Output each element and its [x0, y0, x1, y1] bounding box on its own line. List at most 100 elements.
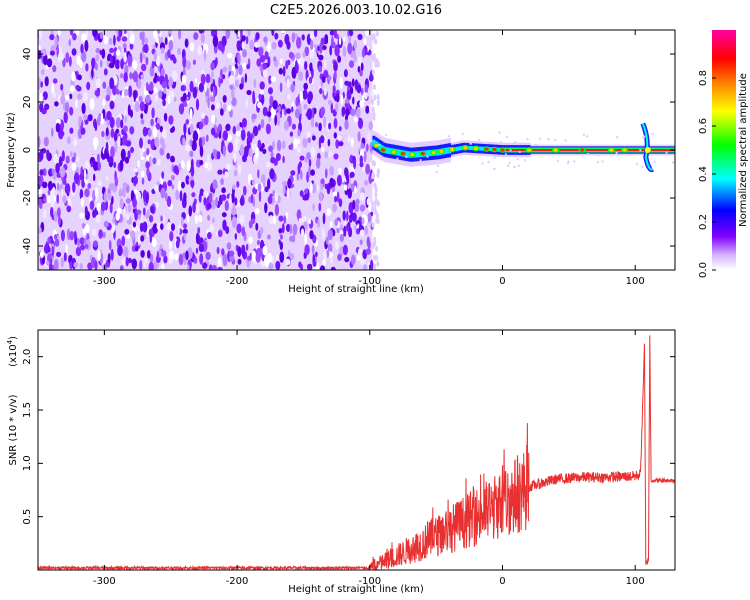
- noise-blob: [248, 147, 253, 158]
- noise-blob: [205, 73, 211, 84]
- noise-blob: [178, 253, 184, 266]
- noise-blob: [125, 198, 131, 204]
- noise-blob: [222, 66, 228, 73]
- noise-blob: [79, 237, 85, 245]
- noise-blob: [367, 132, 371, 141]
- signal-peak: [473, 146, 478, 150]
- noise-blob: [83, 237, 87, 245]
- noise-blob: [291, 67, 297, 79]
- noise-blob: [94, 260, 98, 270]
- noise-blob: [161, 81, 168, 89]
- noise-blob: [298, 71, 304, 82]
- noise-edge-blob: [371, 98, 374, 105]
- noise-blob: [282, 66, 286, 77]
- noise-blob: [352, 199, 356, 210]
- noise-blob: [192, 202, 196, 213]
- noise-blob: [183, 232, 187, 241]
- noise-blob: [237, 258, 242, 265]
- noise-blob: [257, 239, 260, 246]
- noise-blob: [226, 163, 231, 171]
- noise-blob: [198, 214, 203, 223]
- noise-blob: [340, 94, 344, 105]
- noise-blob: [204, 81, 208, 93]
- noise-blob: [113, 34, 116, 46]
- noise-blob: [42, 168, 47, 177]
- signal-speckle: [596, 161, 599, 164]
- noise-blob: [342, 46, 347, 57]
- noise-blob: [292, 223, 298, 236]
- signal-speckle: [493, 168, 496, 171]
- noise-blob: [121, 235, 126, 247]
- signal-peak: [400, 152, 405, 156]
- noise-blob: [327, 75, 332, 81]
- noise-edge-blob: [374, 209, 378, 215]
- noise-blob: [132, 198, 138, 208]
- noise-blob: [69, 93, 73, 100]
- noise-blob: [127, 150, 131, 160]
- noise-blob: [38, 227, 42, 234]
- signal-peak: [450, 147, 455, 152]
- noise-blob: [191, 139, 197, 152]
- noise-blob: [181, 74, 187, 84]
- noise-blob: [56, 182, 60, 191]
- noise-blob: [55, 162, 60, 174]
- noise-blob: [331, 36, 334, 46]
- noise-blob: [211, 104, 215, 111]
- noise-blob: [162, 99, 166, 107]
- noise-blob: [73, 230, 77, 239]
- noise-blob: [269, 95, 274, 107]
- noise-blob: [191, 192, 196, 198]
- noise-blob: [154, 201, 160, 209]
- noise-edge-blob: [373, 263, 377, 270]
- noise-blob: [262, 245, 268, 256]
- noise-edge-blob: [375, 245, 379, 252]
- signal-speckle: [665, 151, 668, 154]
- noise-blob: [347, 81, 352, 88]
- noise-blob: [317, 219, 320, 229]
- noise-blob: [309, 230, 314, 240]
- noise-blob: [82, 92, 88, 102]
- noise-blob: [129, 72, 133, 80]
- noise-blob: [318, 54, 324, 61]
- noise-blob: [122, 43, 127, 49]
- colorbar-tick-label: 0.8: [698, 70, 709, 86]
- noise-blob: [322, 212, 326, 225]
- noise-blob: [161, 142, 166, 150]
- noise-blob: [238, 64, 243, 76]
- noise-blob: [152, 86, 158, 94]
- noise-blob: [280, 30, 285, 34]
- noise-blob: [146, 227, 150, 237]
- noise-blob: [185, 119, 190, 125]
- noise-blob: [183, 123, 187, 135]
- noise-blob: [293, 137, 298, 150]
- noise-blob: [72, 33, 77, 41]
- noise-blob: [354, 185, 357, 194]
- noise-blob: [303, 82, 309, 90]
- noise-blob: [291, 123, 296, 130]
- noise-blob: [94, 62, 98, 71]
- noise-blob: [345, 98, 350, 104]
- noise-blob: [158, 90, 163, 99]
- noise-blob: [300, 228, 305, 237]
- snr-x-tick-label: 100: [626, 576, 645, 587]
- noise-blob: [175, 239, 180, 249]
- noise-blob: [98, 229, 103, 239]
- noise-blob: [232, 125, 236, 135]
- noise-blob: [217, 257, 222, 269]
- signal-peak: [484, 147, 489, 151]
- noise-blob: [355, 198, 360, 205]
- noise-blob: [57, 207, 61, 218]
- noise-blob: [270, 76, 277, 82]
- noise-blob: [220, 194, 227, 201]
- noise-blob: [276, 254, 279, 262]
- noise-blob: [291, 106, 294, 113]
- noise-blob: [44, 76, 49, 87]
- noise-blob: [52, 91, 57, 99]
- noise-blob: [325, 236, 329, 245]
- signal-peak: [374, 143, 379, 148]
- noise-blob: [332, 84, 336, 94]
- noise-blob: [343, 225, 347, 237]
- noise-blob: [366, 236, 370, 248]
- noise-blob: [338, 126, 342, 132]
- noise-blob: [207, 153, 210, 165]
